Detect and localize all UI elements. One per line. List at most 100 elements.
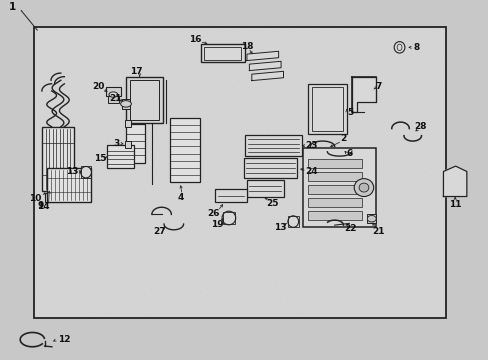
Point	[114, 62, 122, 68]
Point	[331, 157, 339, 163]
Point	[257, 58, 265, 64]
Point	[87, 224, 95, 229]
Point	[378, 193, 386, 198]
Point	[379, 200, 387, 206]
Point	[375, 228, 383, 233]
Point	[367, 239, 375, 245]
Point	[292, 289, 300, 295]
Point	[330, 123, 338, 129]
Point	[93, 199, 101, 205]
Point	[235, 195, 243, 201]
Point	[193, 234, 201, 240]
Point	[352, 66, 360, 71]
Point	[373, 112, 381, 118]
Point	[113, 189, 121, 195]
Point	[57, 174, 64, 180]
Point	[367, 273, 375, 278]
Point	[40, 101, 47, 107]
Point	[244, 262, 251, 267]
Point	[109, 185, 117, 191]
Text: 1: 1	[9, 2, 17, 12]
Point	[206, 272, 214, 278]
Point	[400, 234, 408, 239]
Point	[335, 242, 343, 247]
Point	[98, 249, 105, 255]
Point	[228, 26, 236, 32]
Point	[194, 127, 202, 132]
Point	[150, 89, 158, 95]
Point	[67, 84, 75, 89]
Point	[356, 37, 364, 43]
Bar	[125, 120, 131, 127]
Point	[219, 80, 227, 86]
Point	[246, 298, 254, 304]
Point	[150, 193, 158, 199]
Point	[51, 270, 59, 276]
Point	[121, 307, 128, 312]
Point	[203, 186, 211, 192]
Point	[424, 272, 432, 278]
Text: 3: 3	[113, 139, 119, 148]
Point	[432, 120, 440, 125]
Point	[271, 180, 279, 186]
Point	[265, 282, 273, 287]
Point	[310, 277, 318, 283]
Point	[285, 28, 292, 34]
Point	[233, 160, 241, 166]
Point	[82, 106, 90, 112]
Point	[198, 256, 205, 262]
Point	[438, 293, 446, 299]
Point	[220, 162, 227, 168]
Point	[218, 49, 225, 55]
Point	[379, 183, 386, 189]
Point	[297, 299, 305, 305]
Point	[381, 188, 388, 194]
Point	[186, 35, 194, 41]
Point	[119, 113, 127, 119]
Point	[323, 48, 331, 54]
Point	[381, 60, 389, 66]
Point	[117, 39, 124, 45]
Point	[106, 178, 114, 184]
Point	[64, 60, 72, 66]
Point	[356, 296, 364, 302]
Point	[304, 58, 311, 64]
Point	[69, 289, 77, 294]
Point	[430, 139, 438, 145]
Point	[68, 31, 76, 37]
Point	[198, 179, 206, 185]
Point	[264, 267, 272, 273]
Point	[197, 151, 204, 157]
Point	[144, 198, 152, 204]
Point	[267, 215, 275, 220]
Point	[172, 186, 180, 192]
Point	[61, 243, 69, 249]
Point	[102, 103, 110, 109]
Point	[283, 145, 290, 151]
Point	[431, 119, 439, 125]
Point	[172, 233, 180, 239]
Point	[162, 100, 169, 106]
Point	[149, 188, 157, 193]
Point	[231, 138, 239, 143]
Point	[371, 87, 379, 93]
Point	[59, 218, 67, 224]
Point	[400, 294, 408, 300]
Point	[342, 183, 350, 189]
Point	[350, 222, 358, 228]
Point	[137, 250, 145, 256]
Point	[308, 285, 316, 291]
Point	[430, 94, 438, 99]
Point	[233, 203, 241, 208]
Point	[395, 77, 403, 83]
Point	[43, 46, 51, 52]
Point	[183, 59, 191, 64]
Point	[361, 191, 368, 197]
Point	[262, 246, 270, 252]
Point	[152, 150, 160, 156]
Point	[155, 68, 163, 74]
Point	[186, 98, 194, 104]
Point	[157, 126, 165, 131]
Point	[429, 59, 437, 64]
Point	[191, 161, 199, 167]
